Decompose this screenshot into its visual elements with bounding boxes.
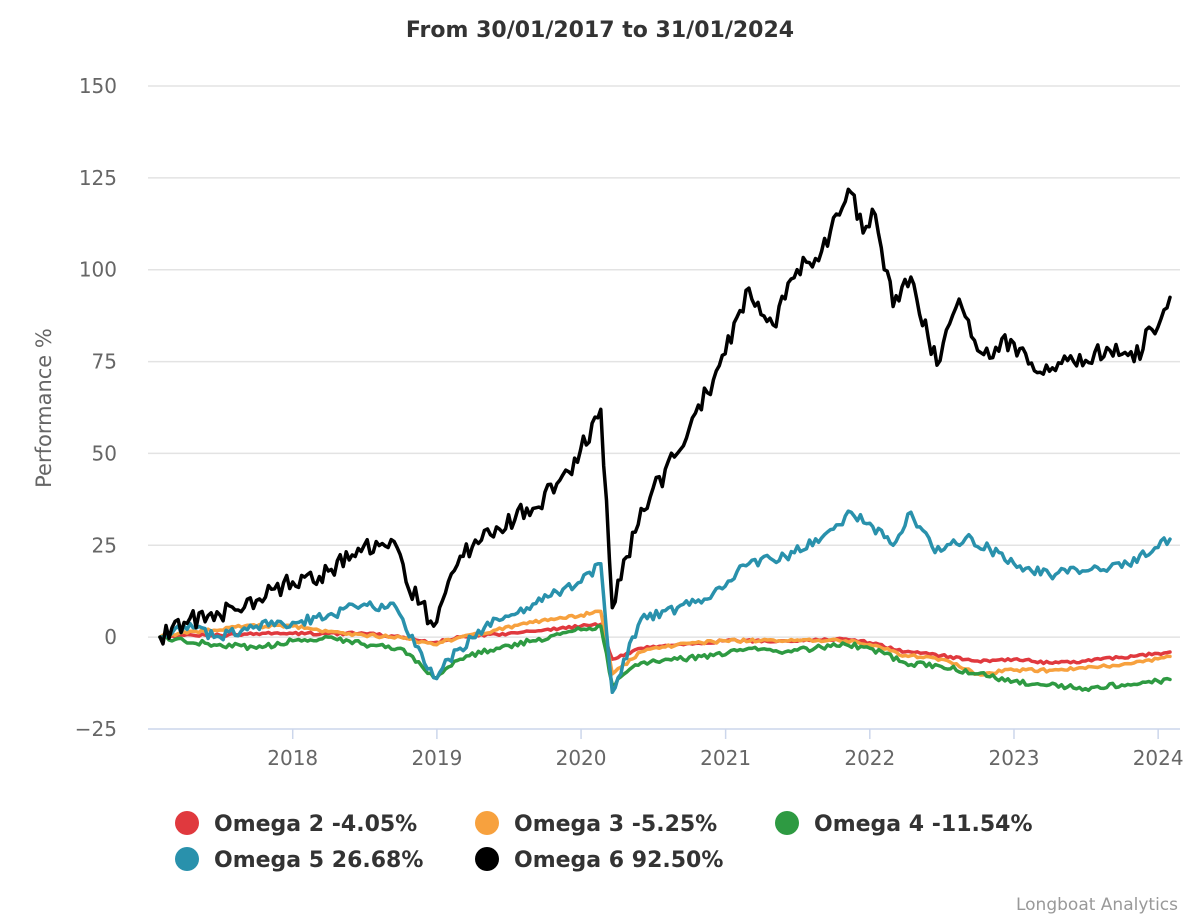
legend-swatch — [175, 811, 199, 835]
x-tick-label: 2022 — [844, 746, 895, 770]
x-tick-label: 2020 — [556, 746, 607, 770]
y-axis-title: Performance % — [32, 328, 56, 488]
x-tick-label: 2021 — [700, 746, 751, 770]
series-lines — [158, 187, 1172, 695]
series-line-3 — [158, 609, 1172, 677]
y-tick-label: 150 — [79, 74, 117, 98]
legend-item[interactable]: Omega 5 26.68% — [175, 847, 423, 873]
y-tick-label: 100 — [79, 258, 117, 282]
series-line-5 — [158, 509, 1172, 695]
x-tick-label: 2018 — [267, 746, 318, 770]
series-line-4 — [158, 624, 1172, 693]
x-tick-label: 2024 — [1133, 746, 1184, 770]
legend: Omega 2 -4.05% Omega 3 -5.25% Omega 4 -11.… — [175, 811, 1033, 873]
x-axis: 2018 2019 2020 2021 2022 2023 2024 — [148, 728, 1184, 770]
legend-item[interactable]: Omega 4 -11.54% — [775, 811, 1033, 837]
legend-swatch — [475, 811, 499, 835]
legend-label: Omega 6 92.50% — [514, 848, 723, 873]
legend-label: Omega 3 -5.25% — [514, 812, 717, 837]
y-tick-label: 25 — [92, 533, 117, 557]
legend-label: Omega 2 -4.05% — [214, 812, 417, 837]
series-line-6 — [158, 187, 1172, 646]
legend-swatch — [475, 847, 499, 871]
y-tick-label: 75 — [92, 350, 117, 374]
legend-item[interactable]: Omega 3 -5.25% — [475, 811, 717, 837]
legend-swatch — [775, 811, 799, 835]
y-tick-label: 0 — [104, 625, 117, 649]
legend-label: Omega 5 26.68% — [214, 848, 423, 873]
gridlines — [148, 85, 1180, 638]
y-tick-label: 125 — [79, 166, 117, 190]
legend-label: Omega 4 -11.54% — [814, 812, 1033, 837]
y-tick-label: −25 — [75, 717, 117, 741]
legend-swatch — [175, 847, 199, 871]
credit-text[interactable]: Longboat Analytics — [1016, 895, 1178, 915]
y-tick-label: 50 — [92, 441, 117, 465]
legend-item[interactable]: Omega 2 -4.05% — [175, 811, 417, 837]
y-axis-ticks: −25 0 25 50 75 100 125 150 — [75, 74, 117, 741]
x-tick-label: 2019 — [411, 746, 462, 770]
x-tick-label: 2023 — [989, 746, 1040, 770]
legend-item[interactable]: Omega 6 92.50% — [475, 847, 723, 873]
chart-title: From 30/01/2017 to 31/01/2024 — [406, 18, 794, 43]
